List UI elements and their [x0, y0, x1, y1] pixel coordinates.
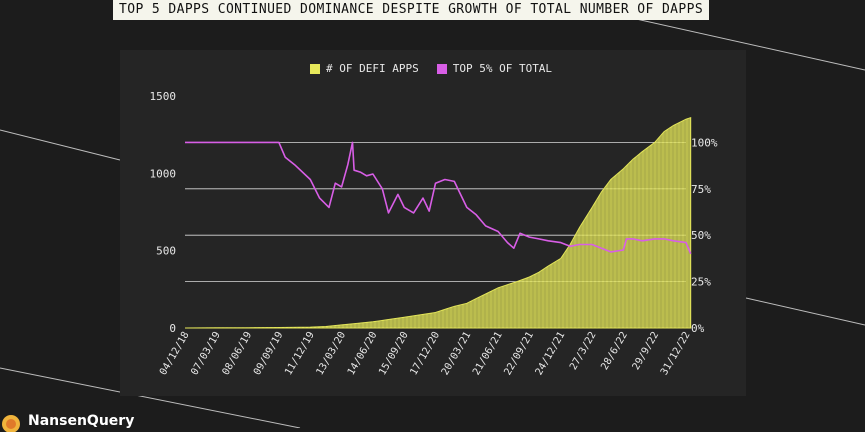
x-tick-label: 09/09/19 [252, 330, 286, 377]
y-right-tick-label: 50% [691, 229, 711, 242]
legend-swatch-top5 [436, 63, 447, 74]
y-left-tick-label: 500 [156, 245, 176, 258]
x-tick-label: 04/12/18 [158, 330, 192, 377]
brand-name: NansenQuery [28, 413, 135, 429]
y-left-tick-label: 1500 [150, 90, 177, 103]
x-tick-label: 08/06/19 [221, 330, 255, 377]
legend-item-defi-apps: # OF DEFI APPS [310, 62, 419, 75]
x-tick-label: 15/09/20 [377, 330, 411, 377]
line-top5 [185, 141, 692, 255]
x-tick-label: 14/06/20 [346, 330, 380, 377]
x-tick-label: 28/6/22 [599, 330, 630, 372]
area-defi-apps [184, 117, 692, 329]
x-tick-label: 07/03/19 [189, 330, 223, 377]
y-right-tick-label: 75% [691, 183, 711, 196]
chart-title: TOP 5 DAPPS CONTINUED DOMINANCE DESPITE … [113, 0, 710, 20]
y-right-tick-label: 100% [691, 136, 718, 149]
chart-svg: 0% 25% 50% 75% 100% 0 500 1000 1500 04/12/1807/03… [150, 90, 718, 377]
x-tick-label: 21/06/21 [471, 330, 505, 377]
legend-item-top5: TOP 5% OF TOTAL [436, 62, 553, 75]
chart-panel: 0% 25% 50% 75% 100% 0 500 1000 1500 04/12/18 07/03… [120, 50, 746, 396]
x-tick-label: 11/12/19 [283, 330, 317, 377]
y-right-tick-label: 25% [691, 276, 711, 289]
x-tick-label: 29/9/22 [631, 330, 662, 372]
x-tick-label: 13/03/20 [315, 330, 349, 377]
x-tick-label: 20/03/21 [440, 330, 474, 377]
brand-logo: NansenQuery [0, 410, 134, 432]
legend-swatch-defi-apps [310, 63, 320, 74]
x-tick-label: 17/12/20 [408, 330, 442, 377]
brand-mark-icon [2, 415, 20, 432]
x-tick-label: 22/09/21 [502, 330, 536, 377]
chart-legend: # OF DEFI APPS TOP 5% OF TOTAL [310, 62, 552, 75]
y-left-tick-label: 0 [169, 322, 176, 335]
x-tick-label: 31/12/22 [659, 330, 693, 377]
x-tick-label: 24/12/21 [534, 330, 568, 377]
x-tick-label: 27/3/22 [568, 330, 599, 372]
y-left-tick-label: 1000 [150, 167, 177, 180]
legend-label-top5: TOP 5% OF TOTAL [452, 62, 553, 75]
y-right-tick-label: 0% [691, 322, 705, 335]
legend-label-defi-apps: # OF DEFI APPS [326, 62, 419, 75]
